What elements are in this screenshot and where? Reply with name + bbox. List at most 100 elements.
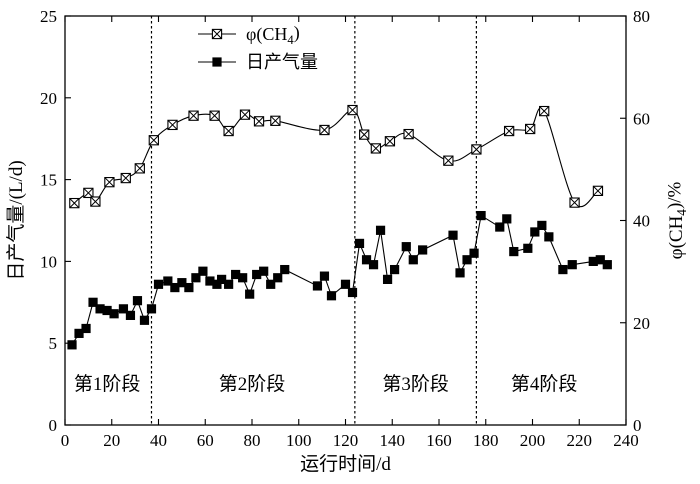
data-point [153,279,164,289]
data-point [408,255,418,265]
data-point [231,269,241,280]
stage-label: 第3阶段 [382,373,449,395]
data-point [471,144,482,155]
y-left-tick-label: 25 [40,7,57,26]
data-point [602,260,612,270]
data-point [567,260,577,270]
marker-cross [403,129,414,140]
y-right-tick-label: 20 [633,314,650,333]
data-point [340,279,351,289]
data-point [188,110,199,121]
data-point [252,269,262,280]
data-point [595,255,605,265]
marker-cross [592,185,603,196]
marker-cross [443,155,454,166]
y-right-tick-label: 40 [633,212,650,231]
y-left-tick-label: 20 [40,89,57,108]
marker-cross [471,144,482,155]
data-point [69,197,80,209]
legend-entry: 日产气量 [198,52,318,72]
x-axis-title: 运行时间/d [300,453,391,475]
data-point [184,282,194,293]
stage-label: 第1阶段 [74,373,141,395]
data-point [118,304,129,314]
data-point [239,109,251,120]
data-point [401,242,411,252]
data-point [139,315,150,325]
data-point [205,276,215,286]
x-tick-label: 240 [613,431,639,450]
data-point [217,274,227,284]
data-point [270,115,281,126]
x-tick-label: 160 [426,431,452,450]
data-point [319,124,330,136]
marker-cross [83,187,94,198]
data-point [134,163,145,174]
data-point [88,297,98,307]
data-point [370,143,382,154]
marker-cross [167,119,178,130]
x-tick-label: 180 [473,431,499,450]
stage-label: 第2阶段 [219,373,286,395]
x-tick-label: 120 [333,431,359,450]
legend-marker [212,57,222,67]
data-point [544,232,554,242]
marker-cross [569,197,580,208]
series-ch4-fraction [69,104,604,209]
labels: 0 20 40 60 80 100 120 140 160 180 200 220 2400510152… [5,7,689,475]
marker-cross [539,106,550,117]
x-tick-label: 140 [380,431,406,450]
data-point [191,273,201,283]
series-line [71,214,608,346]
legend-label: φ(CH4) [246,22,300,46]
stage-label: 第4阶段 [511,373,578,395]
legend-marker [211,28,223,40]
data-point [209,110,220,121]
y-left-axis-title: 日产气量/(L/d) [5,160,27,280]
data-point [163,276,173,286]
marker-cross [212,29,222,39]
data-point [359,129,370,140]
data-point [238,273,248,283]
marker-cross [347,105,358,116]
data-point [539,105,550,117]
data-point [74,328,84,338]
data-point [253,116,265,127]
y-left-tick-label: 15 [40,171,57,190]
data-point [476,210,486,221]
y-left-tick-label: 10 [40,252,57,271]
data-point [530,227,540,237]
data-point [509,246,519,257]
data-point [104,177,115,188]
legend-entry: φ(CH4) [198,22,300,47]
marker-cross [359,129,370,140]
marker-cross [319,125,330,135]
x-tick-label: 80 [244,431,261,450]
data-point [125,310,136,320]
data-point [198,266,208,276]
marker-cross [120,173,131,184]
data-point [170,282,180,293]
data-point [90,196,101,207]
data-point [448,230,458,240]
x-tick-label: 200 [520,431,546,450]
data-point [109,309,119,319]
data-point [382,274,393,284]
y-right-tick-label: 0 [633,416,642,435]
data-point [280,264,290,275]
plot-frame [64,15,627,426]
data-point [403,128,414,140]
data-point [389,264,400,275]
data-point [245,289,255,299]
data-point [495,222,505,232]
data-point [148,135,159,146]
data-point [569,197,580,208]
y-right-tick-label: 60 [633,109,650,128]
data-point [558,264,568,275]
data-point [102,305,112,316]
data-point [223,125,234,137]
legend-label: 日产气量 [246,52,318,72]
data-point [224,279,234,289]
y-left-tick-label: 5 [49,334,58,353]
marker-cross [69,198,80,209]
